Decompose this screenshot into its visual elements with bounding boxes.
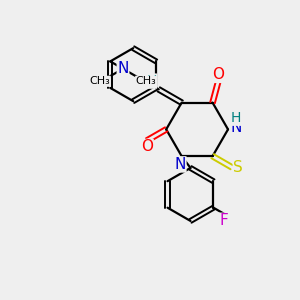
Text: N: N <box>231 120 242 135</box>
Text: O: O <box>212 67 224 82</box>
Text: CH₃: CH₃ <box>90 76 110 86</box>
Text: N: N <box>117 61 129 76</box>
Text: S: S <box>233 160 243 175</box>
Text: F: F <box>220 213 228 228</box>
Text: CH₃: CH₃ <box>136 76 156 86</box>
Text: H: H <box>231 111 242 125</box>
Text: O: O <box>141 140 153 154</box>
Text: N: N <box>175 157 186 172</box>
Text: H: H <box>146 74 157 88</box>
